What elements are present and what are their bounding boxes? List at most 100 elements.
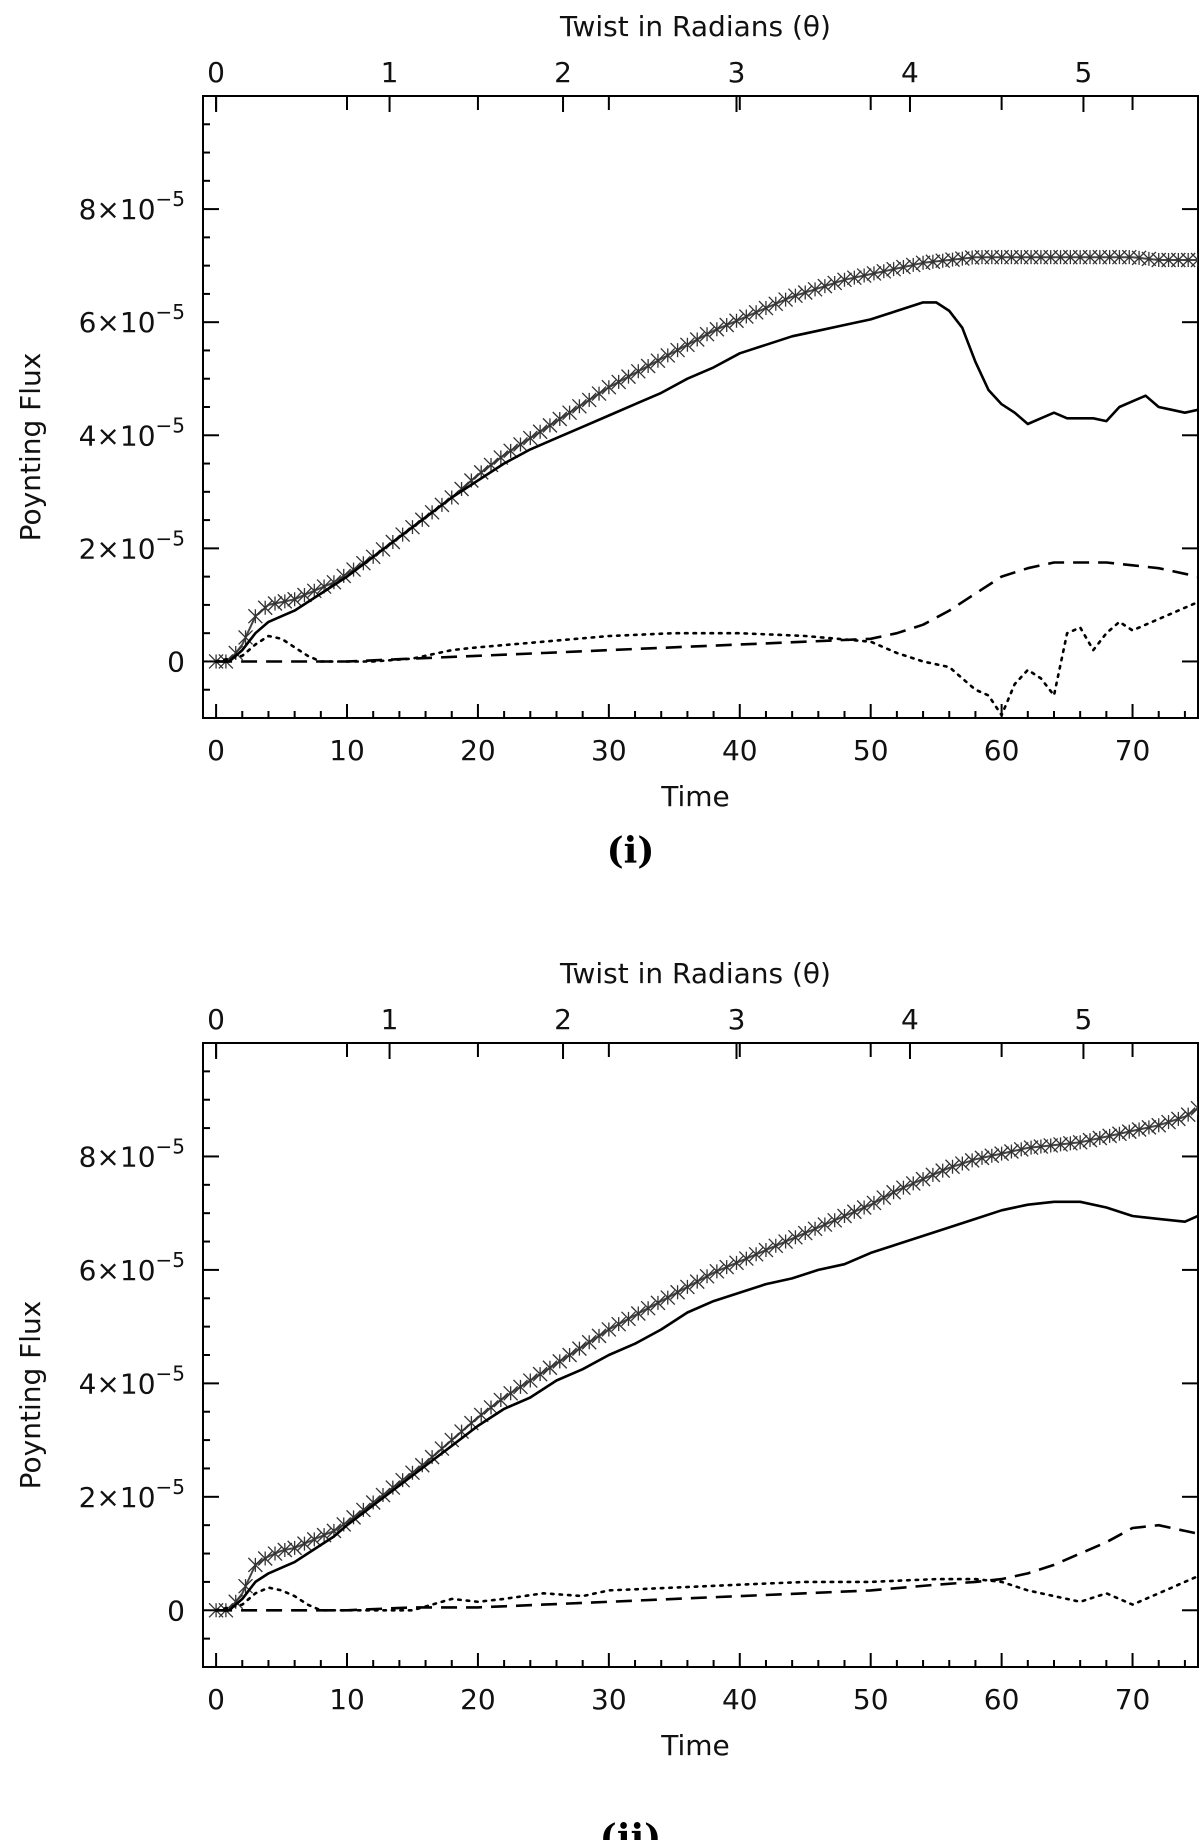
data-point-marker: [670, 1284, 686, 1300]
data-point-marker: [355, 1502, 371, 1518]
data-point-marker: [846, 270, 862, 286]
data-point-marker: [1092, 1130, 1108, 1146]
series-line-crosses: [216, 256, 1198, 663]
data-point-marker: [709, 1263, 725, 1279]
data-point-marker: [974, 1150, 990, 1166]
data-point-marker: [954, 1156, 970, 1172]
series-line-dashed: [216, 1523, 1198, 1612]
x-tick-label: 60: [984, 1683, 1020, 1716]
data-point-marker: [1190, 1100, 1198, 1116]
top-tick-label: 4: [901, 56, 919, 89]
y-tick-label: 2×10−5: [79, 526, 185, 565]
data-point-marker: [660, 347, 676, 363]
y-tick-label: 2×10−5: [79, 1475, 185, 1514]
data-point-marker: [895, 259, 911, 275]
data-point-marker: [621, 369, 636, 385]
data-point-marker: [650, 1295, 666, 1311]
top-tick-label: 0: [207, 56, 225, 89]
x-axis-label: Time: [660, 1729, 730, 1762]
x-tick-label: 30: [591, 1683, 627, 1716]
data-point-marker: [287, 591, 303, 607]
x-tick-label: 40: [722, 1683, 758, 1716]
data-point-marker: [827, 1212, 843, 1228]
data-point-marker: [1111, 1126, 1127, 1142]
data-point-marker: [660, 1290, 676, 1306]
top-tick-label: 3: [728, 1003, 746, 1036]
data-point-marker: [542, 1360, 558, 1376]
data-point-marker: [719, 1259, 735, 1275]
series-line-crosses: [216, 1107, 1198, 1612]
data-point-marker: [768, 296, 784, 312]
data-point-marker: [876, 1190, 892, 1206]
data-point-marker: [238, 629, 254, 645]
top-axis-label: Twist in Radians (θ): [559, 10, 831, 43]
data-point-marker: [807, 1221, 823, 1237]
x-tick-label: 0: [207, 1683, 225, 1716]
y-tick-label: 8×10−5: [79, 187, 185, 226]
data-point-marker: [807, 281, 823, 297]
data-point-marker: [709, 321, 725, 337]
top-tick-label: 5: [1075, 1003, 1093, 1036]
series-line-solid: [216, 1200, 1198, 1612]
series-line-dotted: [214, 600, 1198, 717]
data-point-marker: [699, 1268, 715, 1284]
data-point-marker: [267, 596, 283, 611]
x-axis-label: Time: [660, 780, 730, 813]
data-point-marker: [257, 600, 273, 616]
data-point-marker: [650, 353, 666, 369]
data-point-marker: [729, 1255, 744, 1271]
y-tick-label: 0: [167, 645, 185, 678]
data-point-marker: [346, 1509, 362, 1525]
data-point-marker: [522, 1373, 538, 1388]
data-point-marker: [581, 392, 597, 408]
y-tick-label: 4×10−5: [79, 1361, 185, 1400]
top-tick-label: 2: [554, 56, 572, 89]
data-point-marker: [1003, 1144, 1019, 1159]
data-point-marker: [247, 608, 263, 624]
data-point-marker: [405, 1465, 420, 1481]
x-tick-label: 60: [984, 734, 1020, 767]
data-point-marker: [837, 272, 852, 288]
data-point-marker: [562, 1347, 578, 1363]
data-point-marker: [621, 1311, 636, 1327]
data-point-marker: [679, 1279, 695, 1295]
data-point-marker: [591, 1328, 607, 1344]
data-point-marker: [601, 1322, 617, 1337]
data-point-marker: [552, 1353, 568, 1369]
data-point-marker: [454, 1424, 470, 1440]
data-point-marker: [414, 1457, 430, 1473]
data-point-marker: [385, 1480, 401, 1496]
top-tick-label: 0: [207, 1003, 225, 1036]
data-point-marker: [601, 379, 617, 395]
data-point-marker: [699, 326, 715, 342]
series-line-dashed: [216, 561, 1198, 663]
y-axis-label: Poynting Flux: [14, 353, 47, 542]
x-tick-label: 20: [460, 1683, 496, 1716]
data-point-marker: [817, 278, 833, 294]
data-point-marker: [915, 1171, 931, 1187]
data-point-marker: [630, 1306, 646, 1321]
data-point-marker: [856, 1200, 872, 1215]
data-point-marker: [1141, 1119, 1157, 1135]
data-point-marker: [581, 1334, 597, 1350]
top-tick-label: 5: [1075, 56, 1093, 89]
data-point-marker: [522, 430, 538, 446]
top-tick-label: 3: [728, 56, 746, 89]
data-point-marker: [630, 363, 646, 379]
x-tick-label: 50: [853, 1683, 889, 1716]
plot-frame: [202, 95, 1199, 719]
y-tick-label: 8×10−5: [79, 1134, 185, 1173]
data-point-marker: [905, 1175, 921, 1191]
data-point-marker: [866, 265, 882, 281]
data-point-marker: [1013, 1141, 1029, 1157]
data-point-marker: [591, 386, 607, 402]
data-point-marker: [365, 1495, 381, 1510]
data-point-marker: [797, 1225, 813, 1241]
data-point-marker: [1072, 1134, 1088, 1150]
data-point-marker: [513, 1379, 528, 1395]
data-point-marker: [787, 1229, 803, 1245]
data-point-marker: [1151, 1117, 1167, 1133]
series-line-solid: [216, 301, 1198, 663]
data-point-marker: [778, 1234, 794, 1250]
data-point-marker: [306, 1531, 322, 1547]
